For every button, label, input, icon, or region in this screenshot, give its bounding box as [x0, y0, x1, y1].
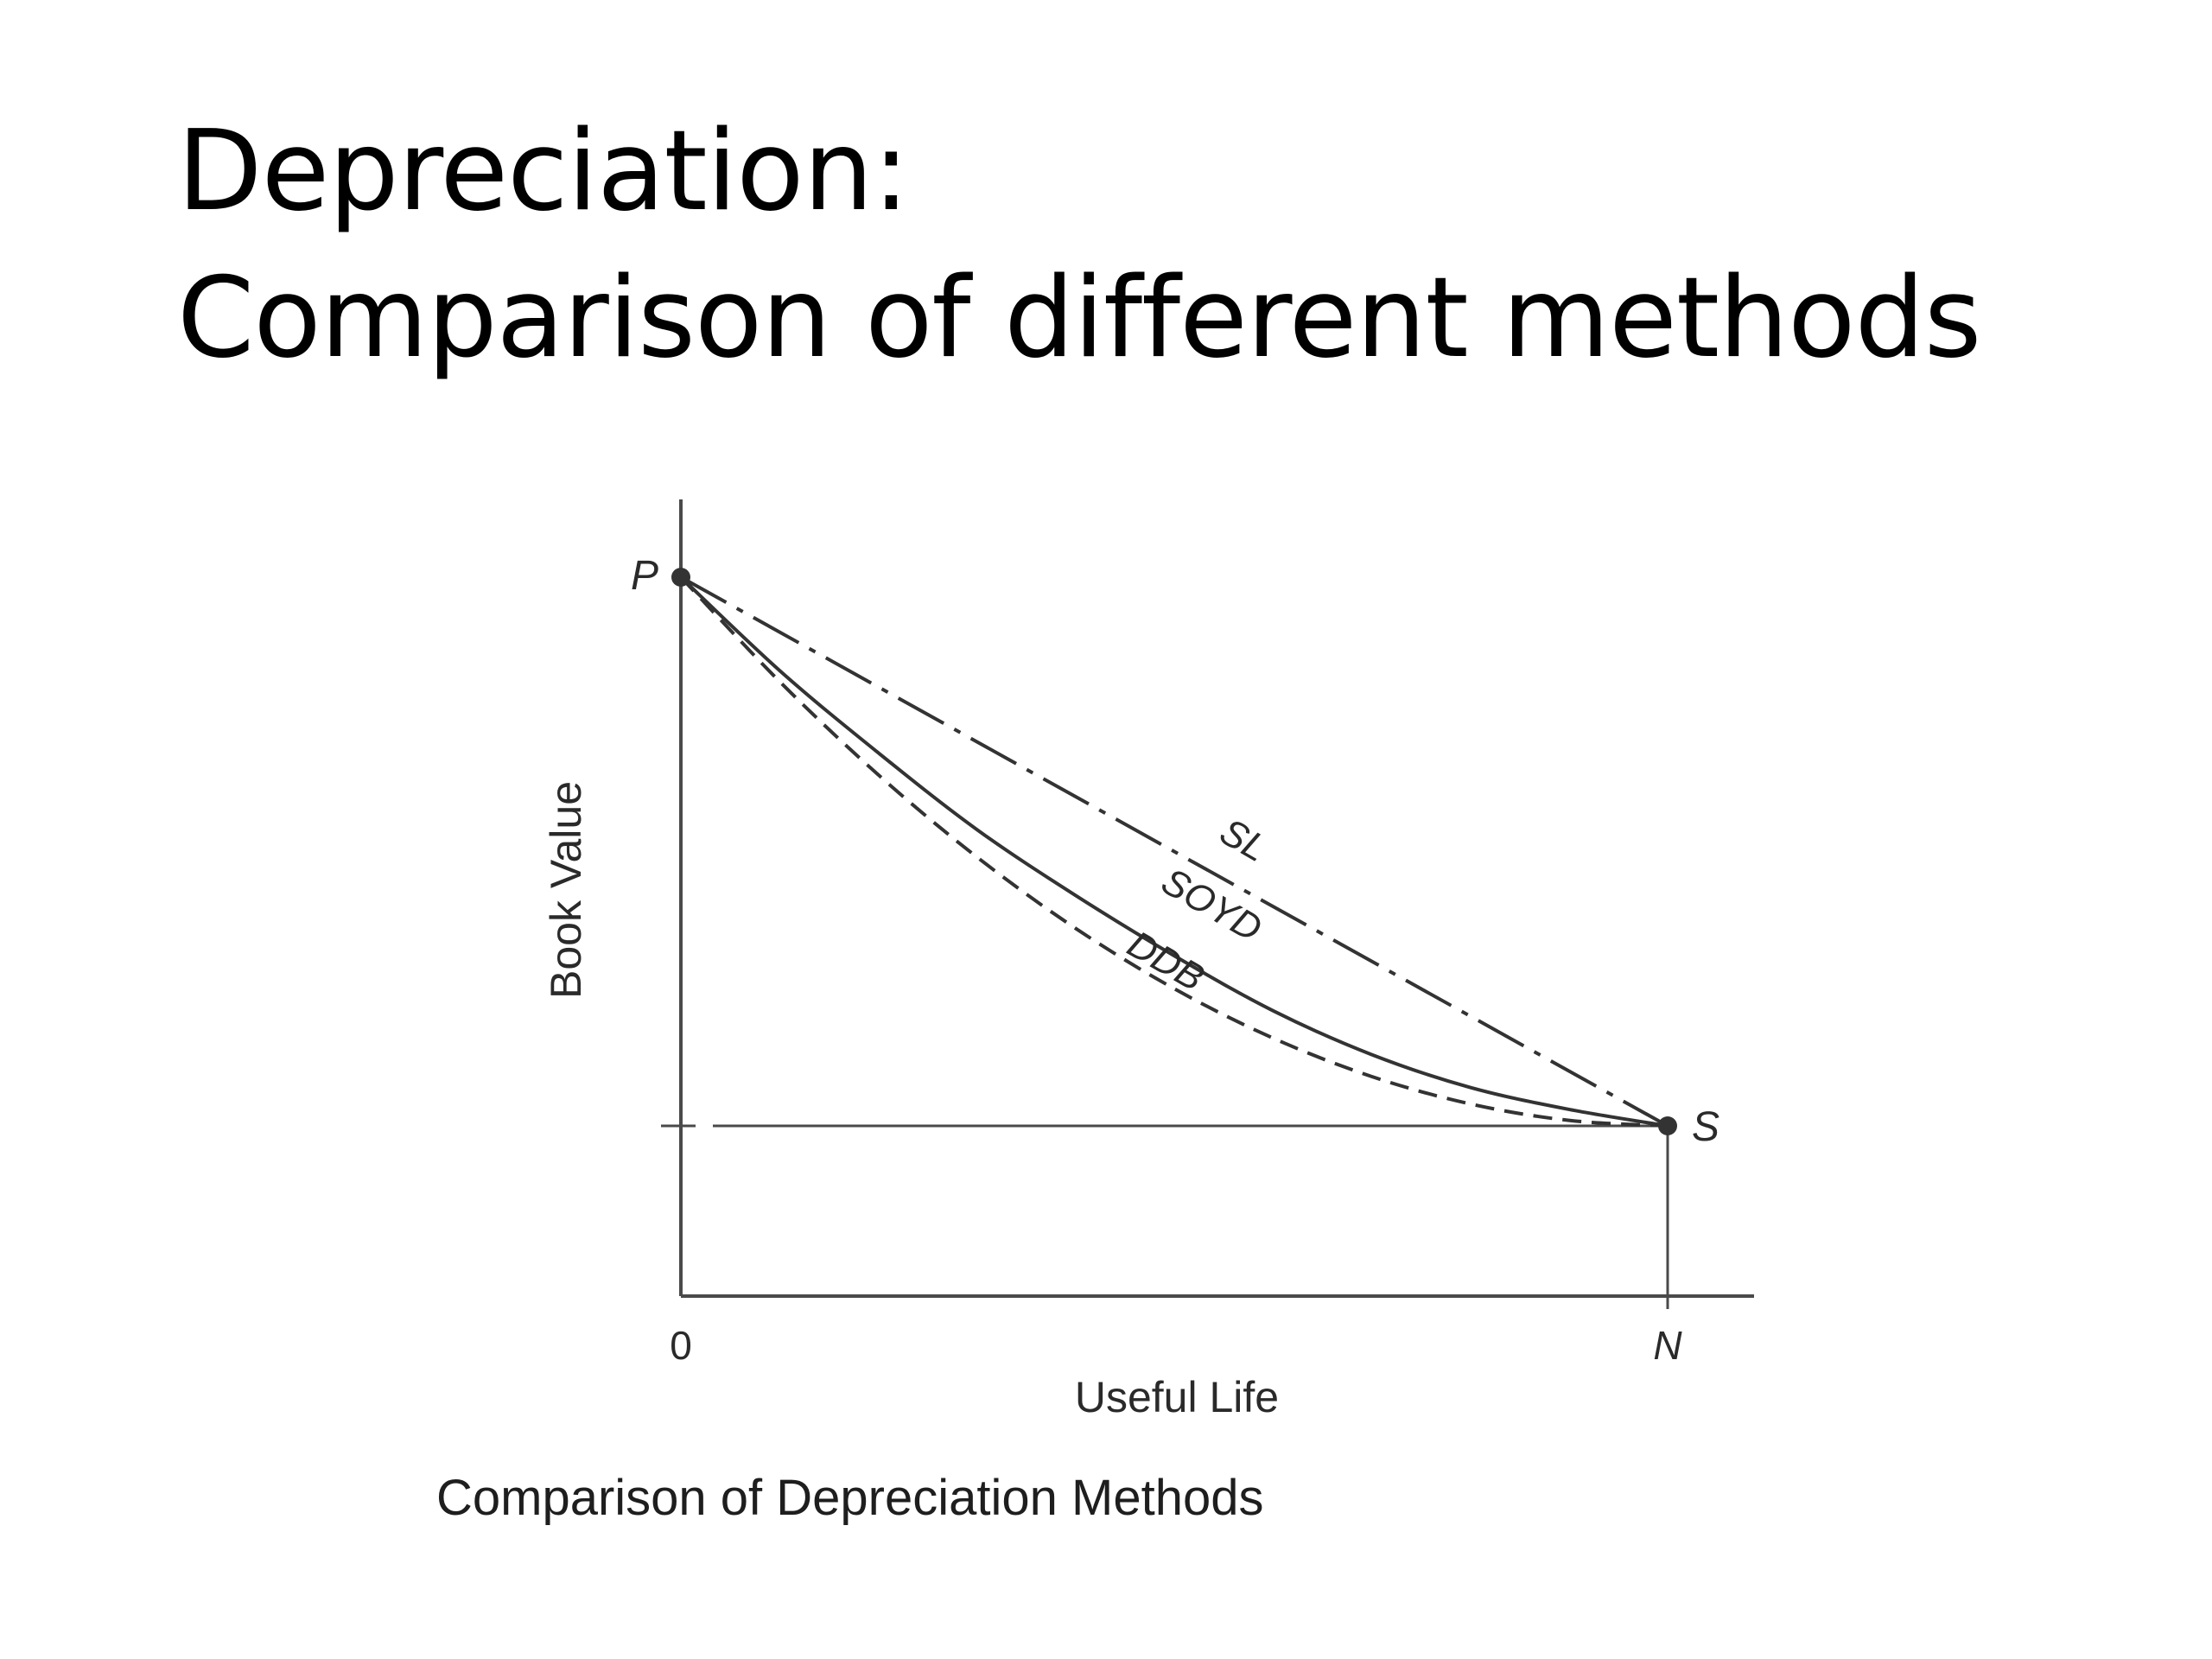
- slide-title-line-1: Depreciation:: [177, 107, 910, 236]
- x-tick-label-0: 0: [670, 1323, 692, 1368]
- point-label-s: S: [1692, 1104, 1719, 1150]
- series-label-sl: SL: [1213, 810, 1274, 870]
- series-label-ddb: DDB: [1121, 923, 1211, 1000]
- y-axis-label: Book Value: [542, 781, 590, 999]
- series-line-soyd: [679, 575, 1669, 1128]
- chart-series-layer: [679, 575, 1669, 1128]
- point-s-marker: [1658, 1116, 1677, 1135]
- point-p-marker: [671, 568, 690, 587]
- x-axis-label: Useful Life: [1075, 1373, 1279, 1421]
- slide-title-line-2: Comparison of different methods: [177, 254, 1981, 383]
- series-line-sl: [680, 575, 1669, 1128]
- x-tick-label-n: N: [1653, 1323, 1682, 1368]
- point-label-p: P: [631, 553, 658, 599]
- figure-caption: Comparison of Depreciation Methods: [436, 1470, 1264, 1526]
- series-line-ddb: [679, 575, 1669, 1128]
- chart-axes: [661, 499, 1754, 1309]
